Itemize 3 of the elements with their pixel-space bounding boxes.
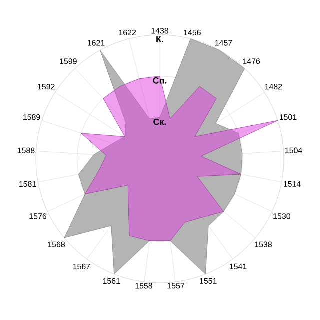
y-tick-label: К. [156, 36, 164, 42]
y-tick-label: Сп. [153, 78, 167, 84]
y-tick-label: Ск. [154, 118, 166, 126]
